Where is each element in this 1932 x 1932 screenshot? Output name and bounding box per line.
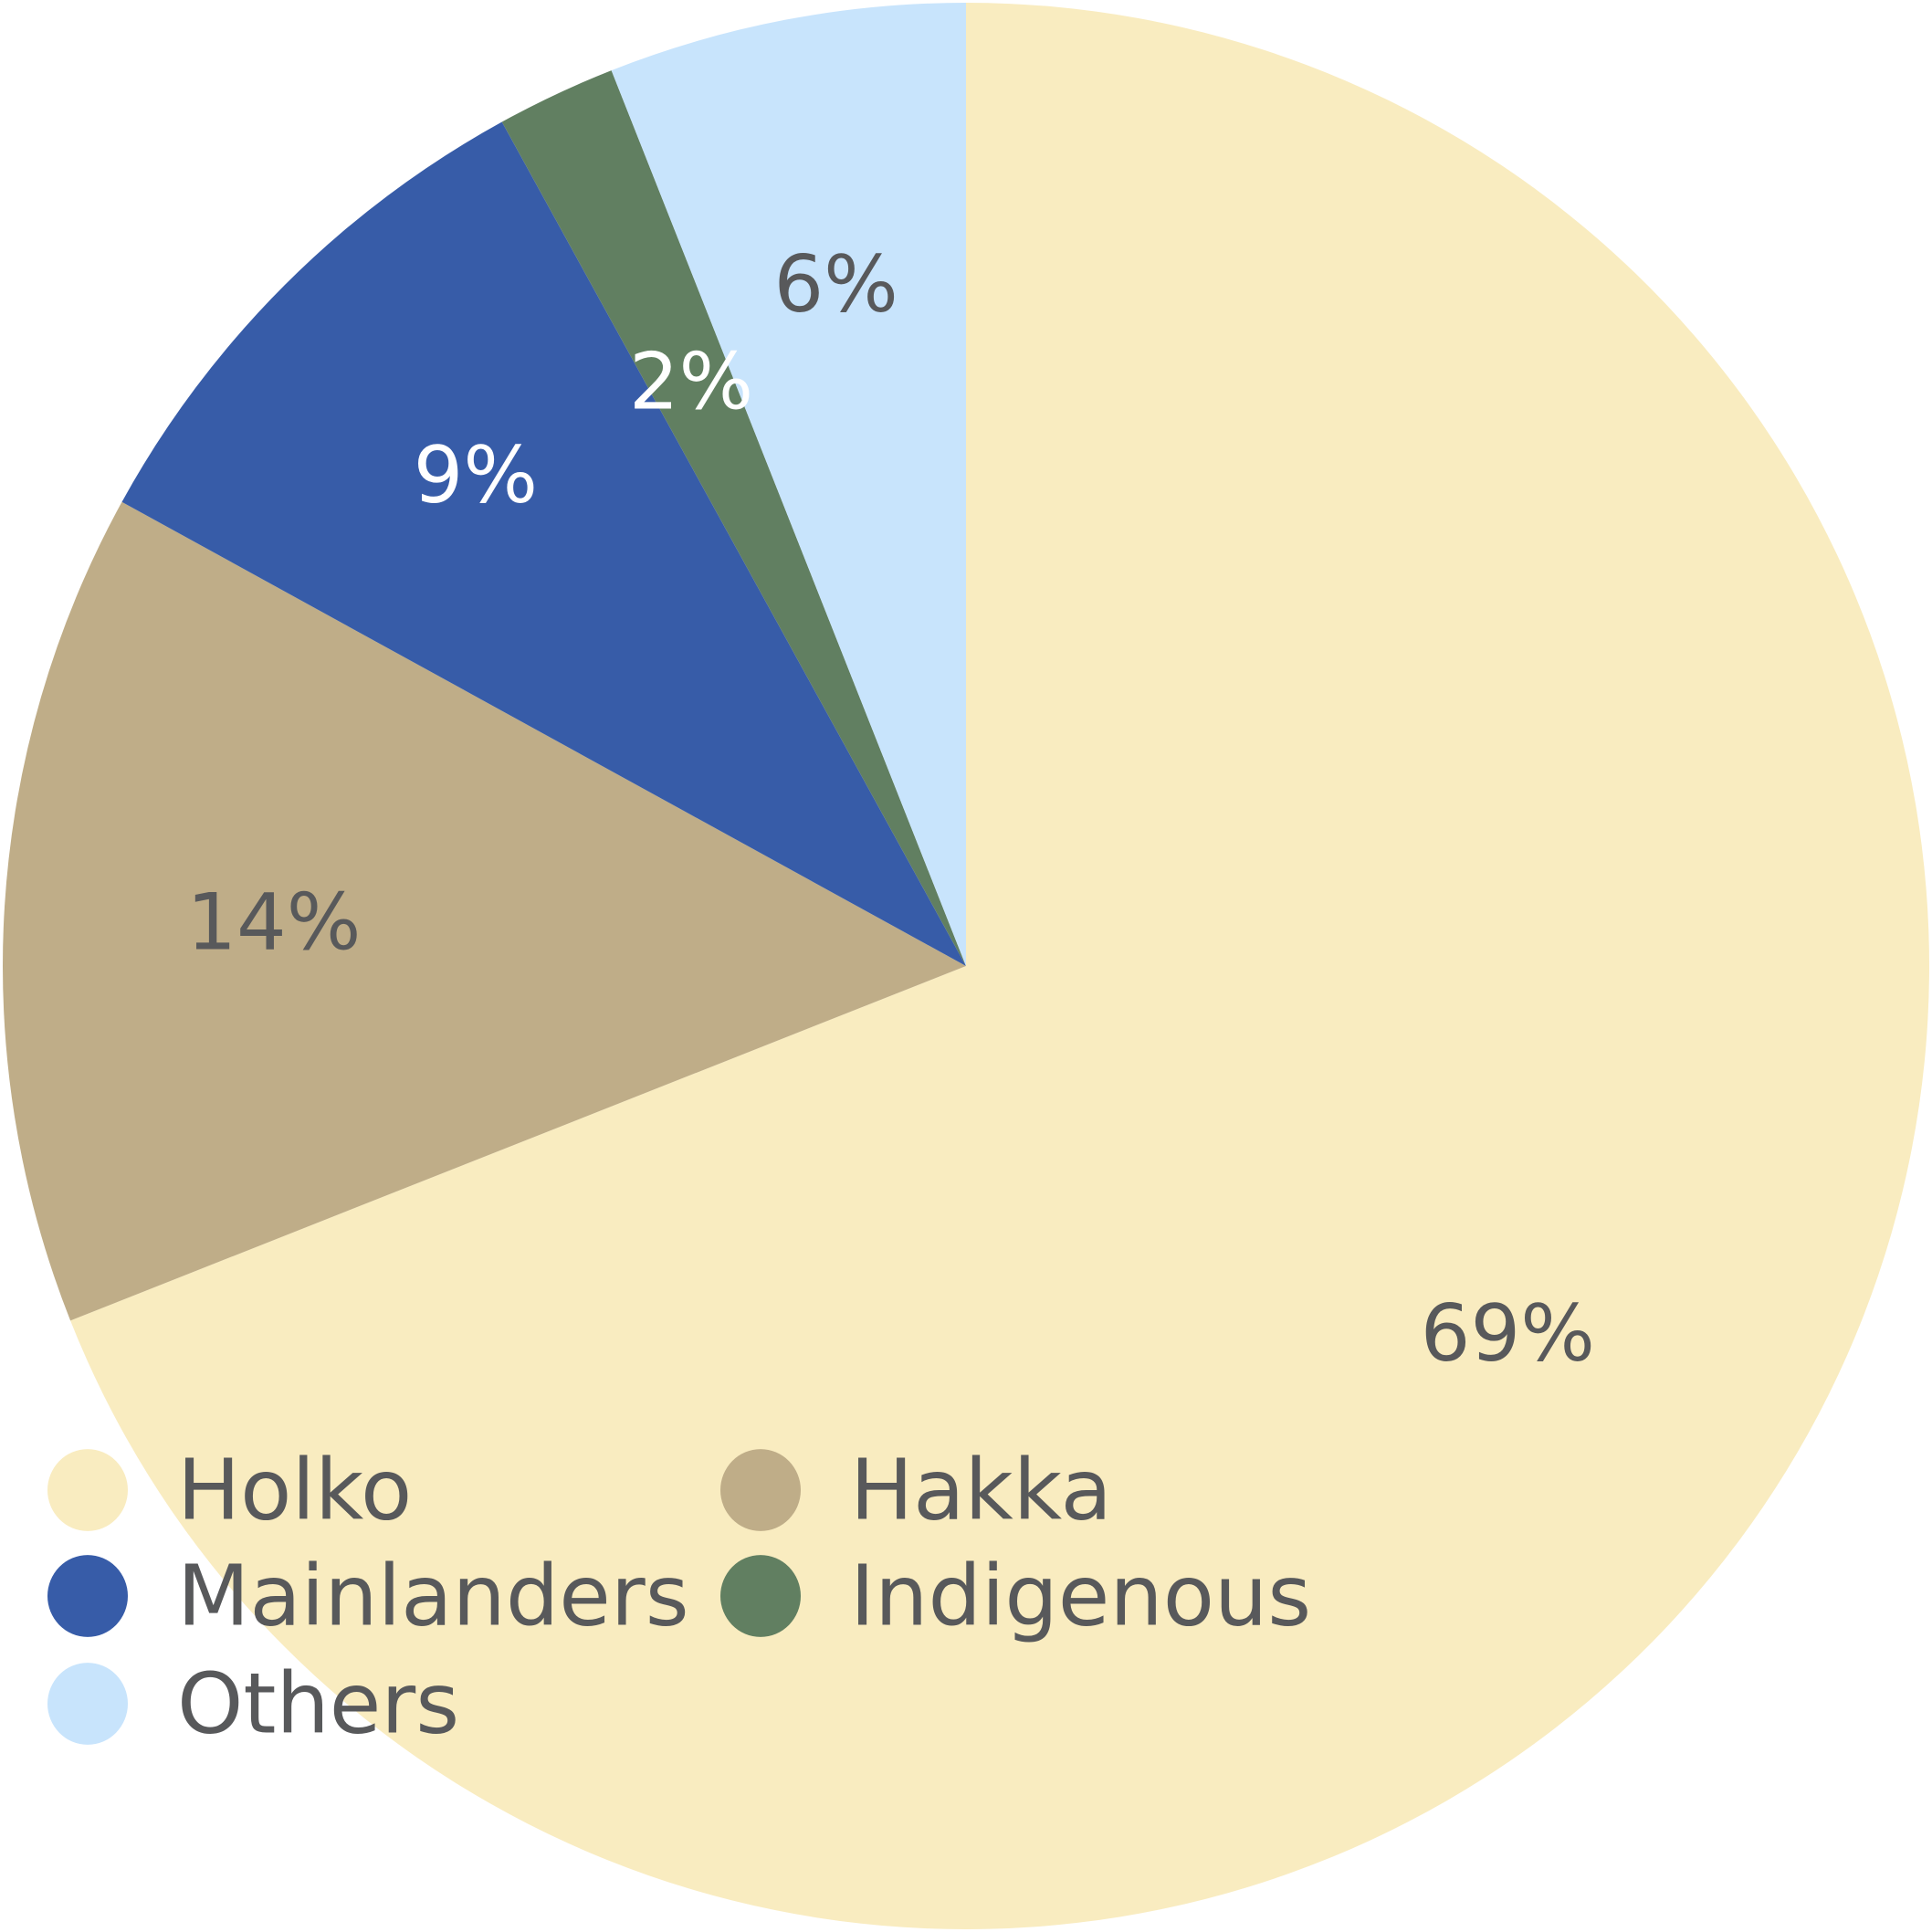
slice-label-mainlanders: 9%	[414, 430, 538, 521]
legend-item-others: Others	[47, 1655, 459, 1753]
slice-indigenous	[501, 70, 966, 966]
legend-item-hakka: Hakka	[720, 1442, 1112, 1539]
slice-label-indigenous: 2%	[629, 336, 753, 427]
slice-mainlanders	[121, 121, 966, 966]
legend-swatch-hakka	[720, 1449, 801, 1531]
legend-label-others: Others	[177, 1655, 459, 1753]
legend-swatch-holko	[47, 1449, 128, 1531]
legend-item-holko: Holko	[47, 1442, 412, 1539]
legend-item-mainlanders: Mainlanders	[47, 1548, 689, 1645]
legend-item-indigenous: Indigenous	[720, 1548, 1311, 1645]
legend-swatch-others	[47, 1663, 128, 1745]
legend-label-mainlanders: Mainlanders	[177, 1548, 689, 1645]
legend: Holko Hakka Mainlanders Indigenous Others	[47, 1442, 1311, 1753]
slice-hakka	[3, 501, 967, 1321]
legend-label-indigenous: Indigenous	[850, 1548, 1311, 1645]
legend-swatch-mainlanders	[47, 1555, 128, 1637]
slice-others	[611, 3, 966, 966]
legend-label-hakka: Hakka	[850, 1442, 1112, 1539]
legend-swatch-indigenous	[720, 1555, 801, 1637]
slice-label-hakka: 14%	[186, 877, 361, 968]
pie-slice-labels: 69% 14% 9% 2%6%	[186, 239, 1595, 1380]
pie-slices	[3, 3, 1929, 1929]
slice-label-others: 6%	[773, 239, 898, 331]
slice-label-holko: 69%	[1421, 1288, 1595, 1380]
slice-holko	[70, 3, 1929, 1929]
legend-label-holko: Holko	[177, 1442, 412, 1539]
